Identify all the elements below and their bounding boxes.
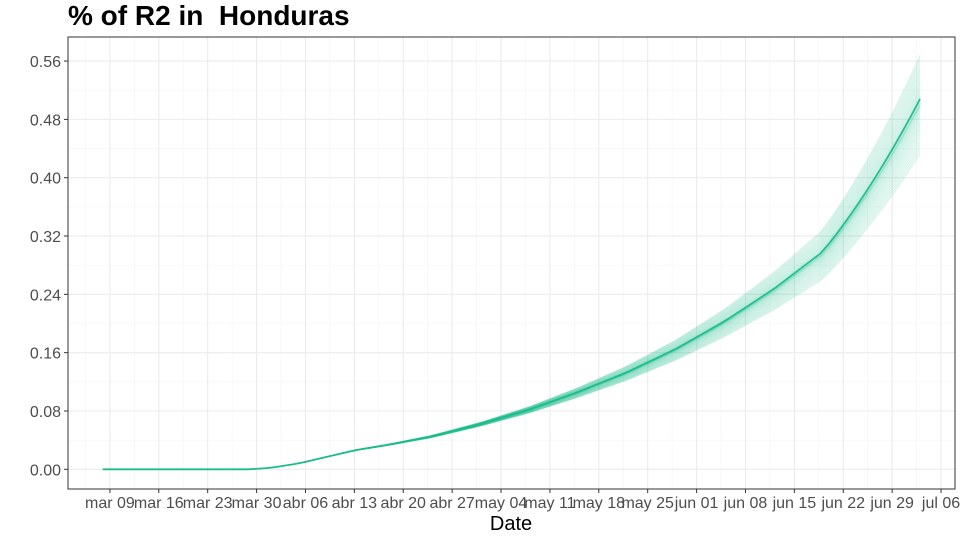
x-axis-title: Date [490, 513, 532, 535]
ensemble-line [102, 139, 921, 470]
major-gridlines [68, 37, 955, 489]
y-tick-label: 0.00 [30, 462, 61, 479]
ensemble-line [102, 142, 921, 470]
x-tick-label: mar 23 [183, 495, 233, 512]
x-tick-label: jun 22 [820, 495, 865, 512]
x-tick-label: mar 30 [232, 495, 282, 512]
x-tick-label: abr 06 [283, 495, 328, 512]
x-axis: mar 09 mar 16 mar 23 mar 30 abr 06 abr 13 abr … [85, 489, 960, 512]
x-tick-label: jun 15 [772, 495, 817, 512]
ensemble-line [102, 154, 921, 470]
x-tick-label: mar 09 [85, 495, 135, 512]
y-tick-label: 0.08 [30, 404, 61, 421]
x-tick-label: jun 01 [674, 495, 719, 512]
ensemble-line [102, 133, 921, 470]
ensemble-line [102, 131, 921, 470]
y-tick-label: 0.40 [30, 171, 61, 188]
ensemble-line [102, 136, 921, 470]
x-tick-label: abr 27 [429, 495, 474, 512]
y-tick-label: 0.32 [30, 229, 61, 246]
x-tick-label: jul 06 [921, 495, 960, 512]
ensemble-line [102, 145, 921, 470]
y-tick-label: 0.16 [30, 346, 61, 363]
y-tick-label: 0.24 [30, 287, 61, 304]
x-tick-label: abr 13 [332, 495, 377, 512]
panel-border [67, 36, 956, 490]
minor-gridlines [68, 37, 955, 489]
chart-title: % of R2 in Honduras [68, 0, 350, 31]
x-tick-label: mar 16 [134, 495, 184, 512]
x-tick-label: jun 29 [869, 495, 914, 512]
ensemble-line [102, 150, 921, 470]
x-tick-label: may 04 [475, 495, 528, 512]
y-tick-label: 0.56 [30, 54, 61, 71]
x-tick-label: may 25 [621, 495, 674, 512]
x-tick-label: may 11 [524, 495, 575, 512]
x-tick-label: may 18 [573, 495, 626, 512]
y-axis: 0.00 0.08 0.16 0.24 0.32 0.40 0.48 0.56 [30, 54, 68, 479]
x-tick-label: abr 20 [381, 495, 426, 512]
y-tick-label: 0.48 [30, 112, 61, 129]
x-tick-label: jun 08 [723, 495, 768, 512]
ensemble-line [102, 147, 921, 470]
median-line [102, 98, 921, 471]
series-layer [102, 55, 921, 471]
